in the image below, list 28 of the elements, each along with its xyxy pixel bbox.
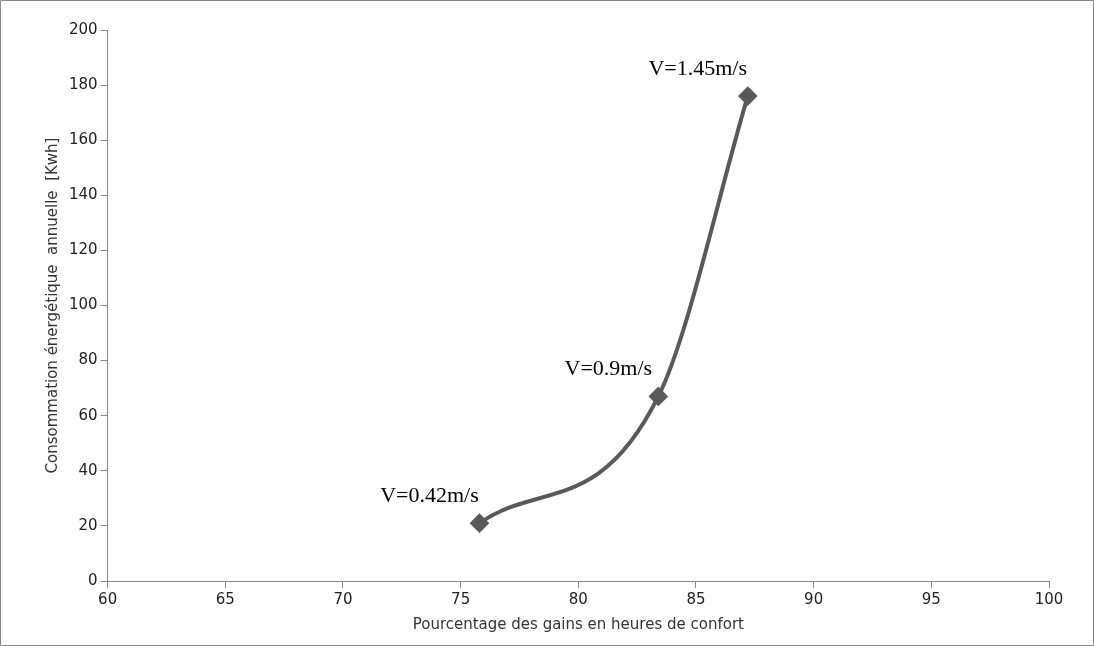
x-tick-label: 90 — [804, 589, 824, 608]
y-tick-label: 0 — [88, 570, 98, 589]
annotation: V=0.42m/s — [380, 481, 479, 507]
y-tick-label: 60 — [78, 405, 98, 424]
x-tick-label: 75 — [451, 589, 471, 608]
x-tick-label: 80 — [568, 589, 588, 608]
y-tick-label: 20 — [78, 515, 98, 534]
point — [738, 87, 757, 106]
y-tick-label: 140 — [68, 185, 98, 204]
x-tick-label: 85 — [686, 589, 706, 608]
annotation: V=1.45m/s — [648, 54, 748, 80]
y-tick-label: 200 — [68, 19, 98, 38]
x-tick-label: 70 — [333, 589, 353, 608]
x-axis-title: Pourcentage des gains en heures de confort — [412, 614, 745, 633]
x-tick-label: 60 — [98, 589, 118, 608]
x-tick-label: 65 — [215, 589, 235, 608]
point — [470, 514, 489, 533]
x-tick-label: 100 — [1034, 589, 1064, 608]
annotation: V=0.9m/s — [564, 355, 653, 381]
x-tick-label: 95 — [921, 589, 941, 608]
y-tick-label: 100 — [68, 295, 98, 314]
point — [649, 387, 668, 406]
y-tick-label: 180 — [68, 74, 98, 93]
y-tick-label: 160 — [68, 130, 98, 149]
y-tick-label: 80 — [78, 350, 98, 369]
y-tick-label: 120 — [68, 240, 98, 259]
y-axis-title: Consommation énergétique annuelle [Kwh] — [42, 137, 61, 474]
y-tick-label: 40 — [78, 460, 98, 479]
